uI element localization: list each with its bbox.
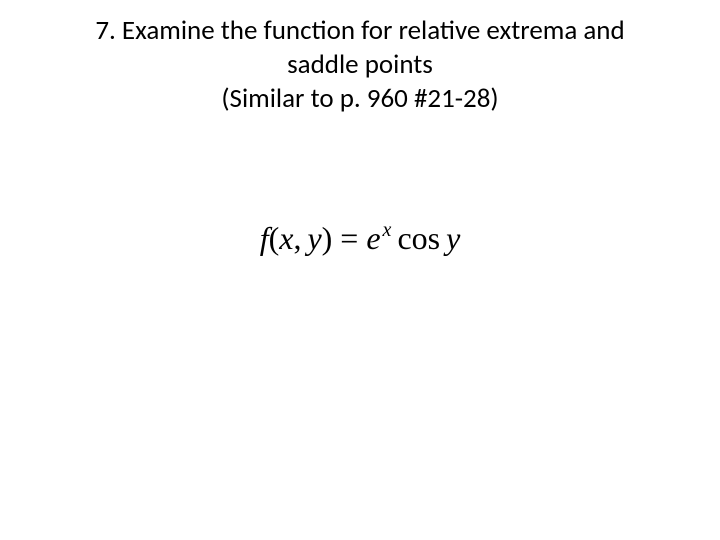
heading-line-2: saddle points <box>40 48 680 82</box>
formula-e: e <box>366 220 380 256</box>
formula-equals: = <box>340 220 358 256</box>
formula-f: f <box>260 220 269 256</box>
formula-arg: y <box>446 220 460 256</box>
formula-exponent: x <box>383 219 392 241</box>
formula-close-paren: ) <box>322 220 333 256</box>
formula-cos: cos <box>397 220 440 256</box>
math-formula: f(x,y)=excosy <box>0 220 720 257</box>
formula-y: y <box>307 220 321 256</box>
formula-comma: , <box>293 220 301 256</box>
heading-line-3: (Similar to p. 960 #21-28) <box>40 82 680 116</box>
heading-line-1: 7. Examine the function for relative ext… <box>40 14 680 48</box>
formula-open-paren: ( <box>269 220 280 256</box>
formula-x: x <box>279 220 293 256</box>
problem-heading: 7. Examine the function for relative ext… <box>0 14 720 115</box>
